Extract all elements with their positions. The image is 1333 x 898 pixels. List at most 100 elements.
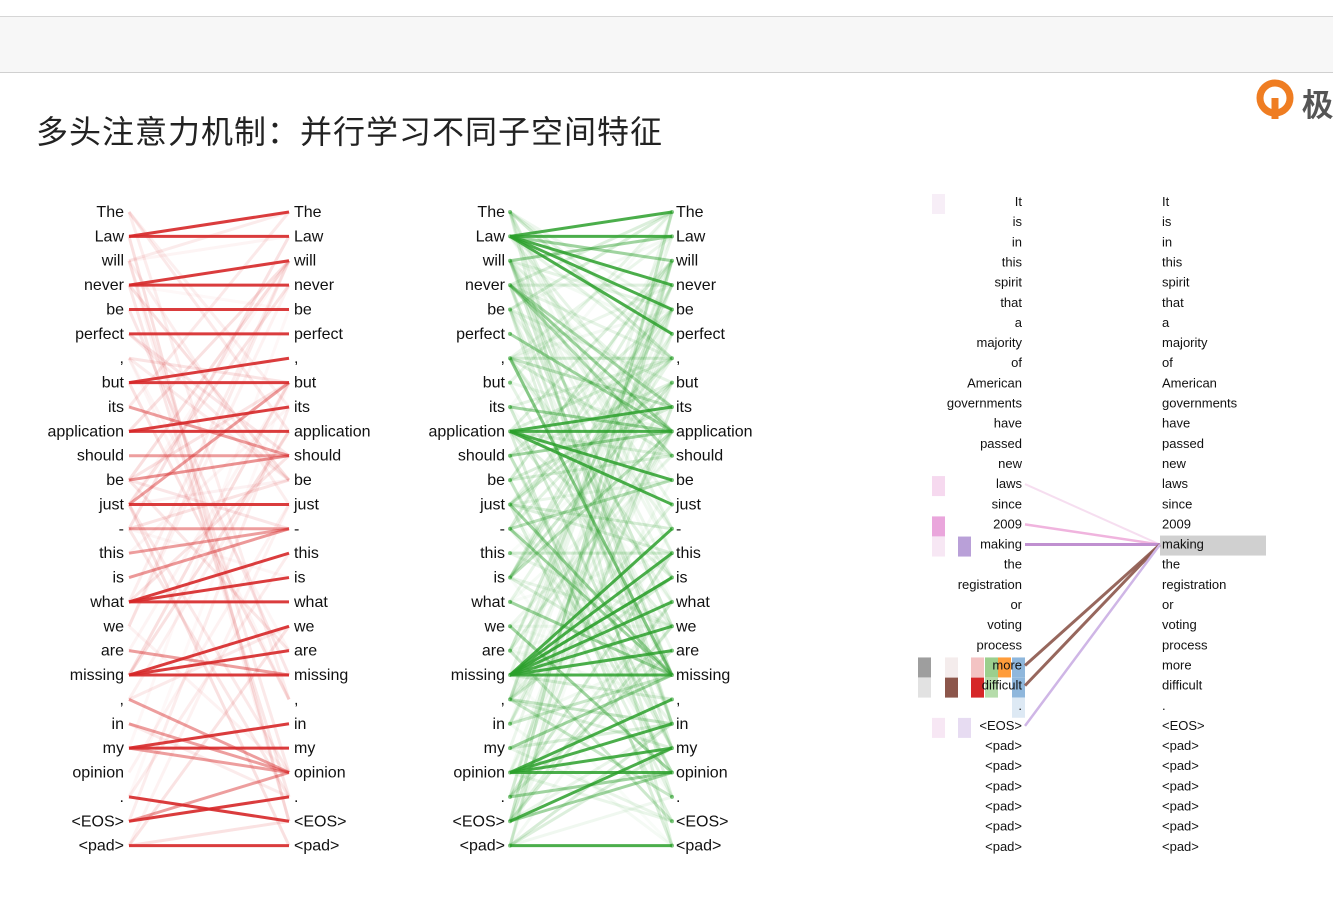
target-token: <pad> (1162, 758, 1199, 773)
target-token: , (294, 691, 298, 708)
target-token: opinion (294, 765, 346, 782)
attention-line-faint (509, 649, 673, 726)
attention-line-strong (128, 210, 290, 238)
token-dot (670, 624, 674, 629)
attention-line-faint (509, 697, 673, 750)
attention-line-strong (128, 649, 290, 677)
attention-line-faint (509, 746, 673, 847)
attention-line-faint (508, 235, 674, 481)
token-dot (508, 258, 512, 263)
token-dot (670, 794, 674, 799)
attention-line-faint (508, 259, 674, 433)
slide-title: 多头注意力机制：并行学习不同子空间特征 (36, 113, 664, 151)
target-token: <EOS> (676, 813, 728, 830)
target-token: difficult (1162, 678, 1203, 693)
attention-line-strong (509, 235, 673, 311)
attention-line-faint (128, 234, 290, 263)
attention-line-faint (509, 673, 673, 726)
source-token: registration (958, 577, 1022, 592)
target-token: - (676, 521, 681, 538)
attention-line-strong (509, 649, 673, 677)
source-token: . (120, 789, 124, 806)
token-dot (670, 819, 674, 824)
attention-line-strong (509, 429, 673, 506)
source-token: in (493, 716, 505, 733)
source-token: but (102, 375, 125, 392)
target-token: voting (1162, 617, 1197, 632)
source-token: of (1011, 355, 1022, 370)
target-token: just (675, 496, 701, 513)
source-token: will (482, 253, 505, 270)
token-dot (670, 210, 674, 214)
attention-line-medium (128, 527, 290, 555)
attention-line-faint (509, 478, 673, 531)
target-token: a (1162, 315, 1170, 330)
token-dot (508, 307, 512, 312)
token-dot (508, 575, 512, 580)
attention-line-faint (509, 356, 673, 409)
source-token: are (101, 643, 124, 660)
head-swatch (918, 677, 931, 698)
target-token: its (294, 399, 310, 416)
source-token: just (98, 496, 124, 513)
target-token: be (676, 301, 694, 318)
attention-line-faint (508, 235, 674, 530)
source-token: , (501, 691, 505, 708)
source-token: this (1002, 254, 1023, 269)
target-token: will (675, 253, 698, 270)
target-token: Law (676, 228, 706, 245)
source-token: should (458, 448, 505, 465)
target-token: , (676, 350, 680, 367)
attention-line-faint (509, 356, 673, 409)
attention-line-faint (508, 308, 674, 579)
source-token: be (106, 301, 124, 318)
attention-line-faint (509, 235, 673, 360)
target-token: <pad> (1162, 778, 1199, 793)
source-token: , (120, 350, 124, 367)
target-token: since (1162, 496, 1192, 511)
source-token: . (501, 789, 505, 806)
token-dot (508, 770, 512, 775)
token-dot (508, 234, 512, 239)
attention-line-faint (508, 430, 674, 579)
token-dot (670, 307, 674, 312)
target-token: registration (1162, 577, 1226, 592)
token-dot (670, 404, 674, 409)
target-token: opinion (676, 765, 728, 782)
source-token: my (484, 740, 505, 757)
attention-line-medium (509, 332, 673, 433)
token-dot (670, 770, 674, 775)
token-dot (508, 673, 512, 678)
attention-line-faint (508, 211, 674, 822)
source-token: , (120, 691, 124, 708)
token-dot (670, 843, 674, 848)
attention-line-faint (509, 527, 673, 628)
attention-line-strong (508, 527, 674, 677)
source-token: passed (980, 436, 1022, 451)
source-token: <pad> (79, 838, 124, 855)
attention-line-faint (509, 478, 673, 531)
attention-line-strong (128, 259, 290, 287)
attention-line-faint (509, 283, 673, 409)
token-dot (508, 453, 512, 458)
target-token: laws (1162, 476, 1189, 491)
attention-line-faint (509, 503, 673, 555)
attention-line-faint (509, 283, 673, 409)
attention-line-medium (509, 234, 673, 263)
head-swatch (932, 717, 945, 738)
attention-line-faint (508, 284, 674, 457)
source-token: what (470, 594, 505, 611)
token-dot (670, 429, 674, 434)
source-token: my (103, 740, 124, 757)
source-token: should (77, 448, 124, 465)
attention-line-faint (127, 284, 291, 798)
attention-line-strong (128, 576, 290, 604)
attention-line-faint (508, 260, 674, 700)
target-token: process (1162, 637, 1208, 652)
target-token: spirit (1162, 275, 1190, 290)
target-token: be (676, 472, 694, 489)
target-token: . (294, 789, 298, 806)
attention-line-faint (508, 357, 674, 603)
source-token: never (84, 277, 125, 294)
token-dot (508, 380, 512, 385)
